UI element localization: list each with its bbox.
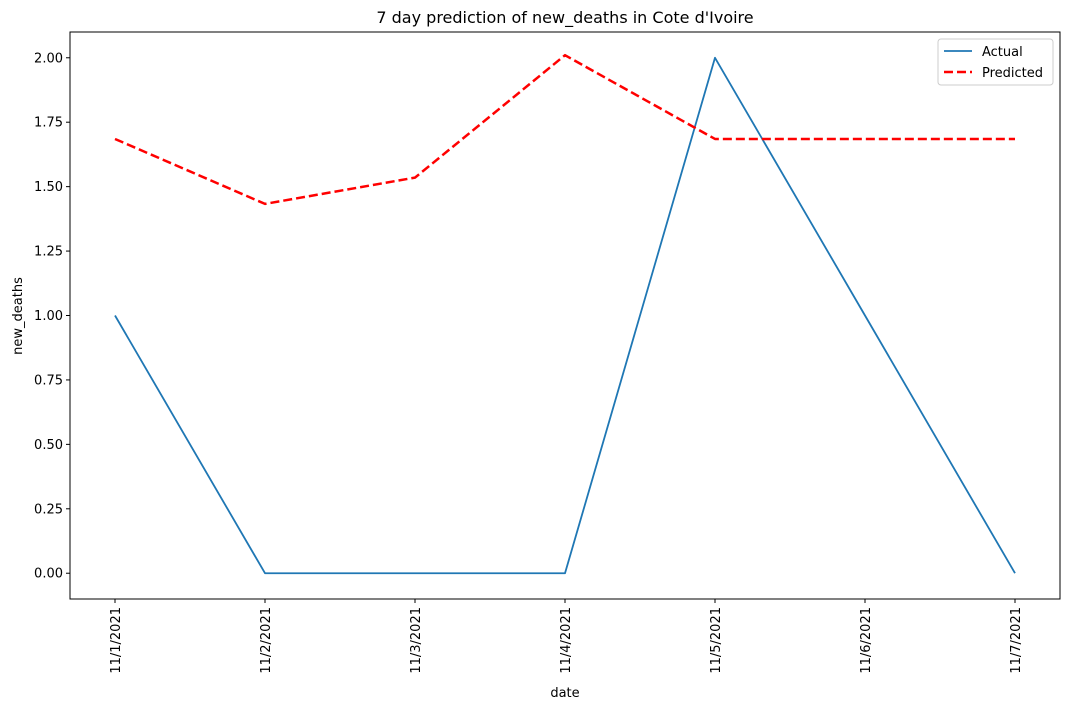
x-tick-label: 11/6/2021 [859, 607, 874, 674]
x-axis-label: date [550, 686, 579, 701]
y-tick-label: 0.00 [34, 567, 63, 582]
y-tick-label: 1.50 [34, 180, 63, 195]
y-axis-label: new_deaths [11, 277, 26, 355]
series-line-actual [114, 56, 1016, 575]
legend: Actual Predicted [937, 38, 1054, 86]
x-tick-label: 11/2/2021 [259, 607, 274, 674]
x-tick-label: 11/5/2021 [709, 607, 724, 674]
y-tick-label: 0.75 [34, 373, 63, 388]
x-tick-label: 11/3/2021 [409, 607, 424, 674]
y-tick-label: 1.00 [34, 309, 63, 324]
y-tick-label: 0.50 [34, 438, 63, 453]
y-tick-label: 1.25 [34, 245, 63, 260]
y-tick-label: 2.00 [34, 51, 63, 66]
chart-title: 7 day prediction of new_deaths in Cote d… [376, 8, 753, 28]
series-line-predicted [114, 53, 1015, 206]
y-tick-label: 0.25 [34, 502, 63, 517]
x-tick-label: 11/7/2021 [1009, 607, 1024, 674]
y-tick-label: 1.75 [34, 116, 63, 131]
legend-label-predicted: Predicted [982, 66, 1043, 81]
x-tick-label: 11/1/2021 [109, 607, 124, 674]
legend-label-actual: Actual [982, 45, 1023, 60]
plot-area: 0.00 0.25 0.50 0.75 1.00 1.25 1.50 1.75 2.00 11/1… [34, 31, 1061, 674]
x-tick-label: 11/4/2021 [559, 607, 574, 674]
